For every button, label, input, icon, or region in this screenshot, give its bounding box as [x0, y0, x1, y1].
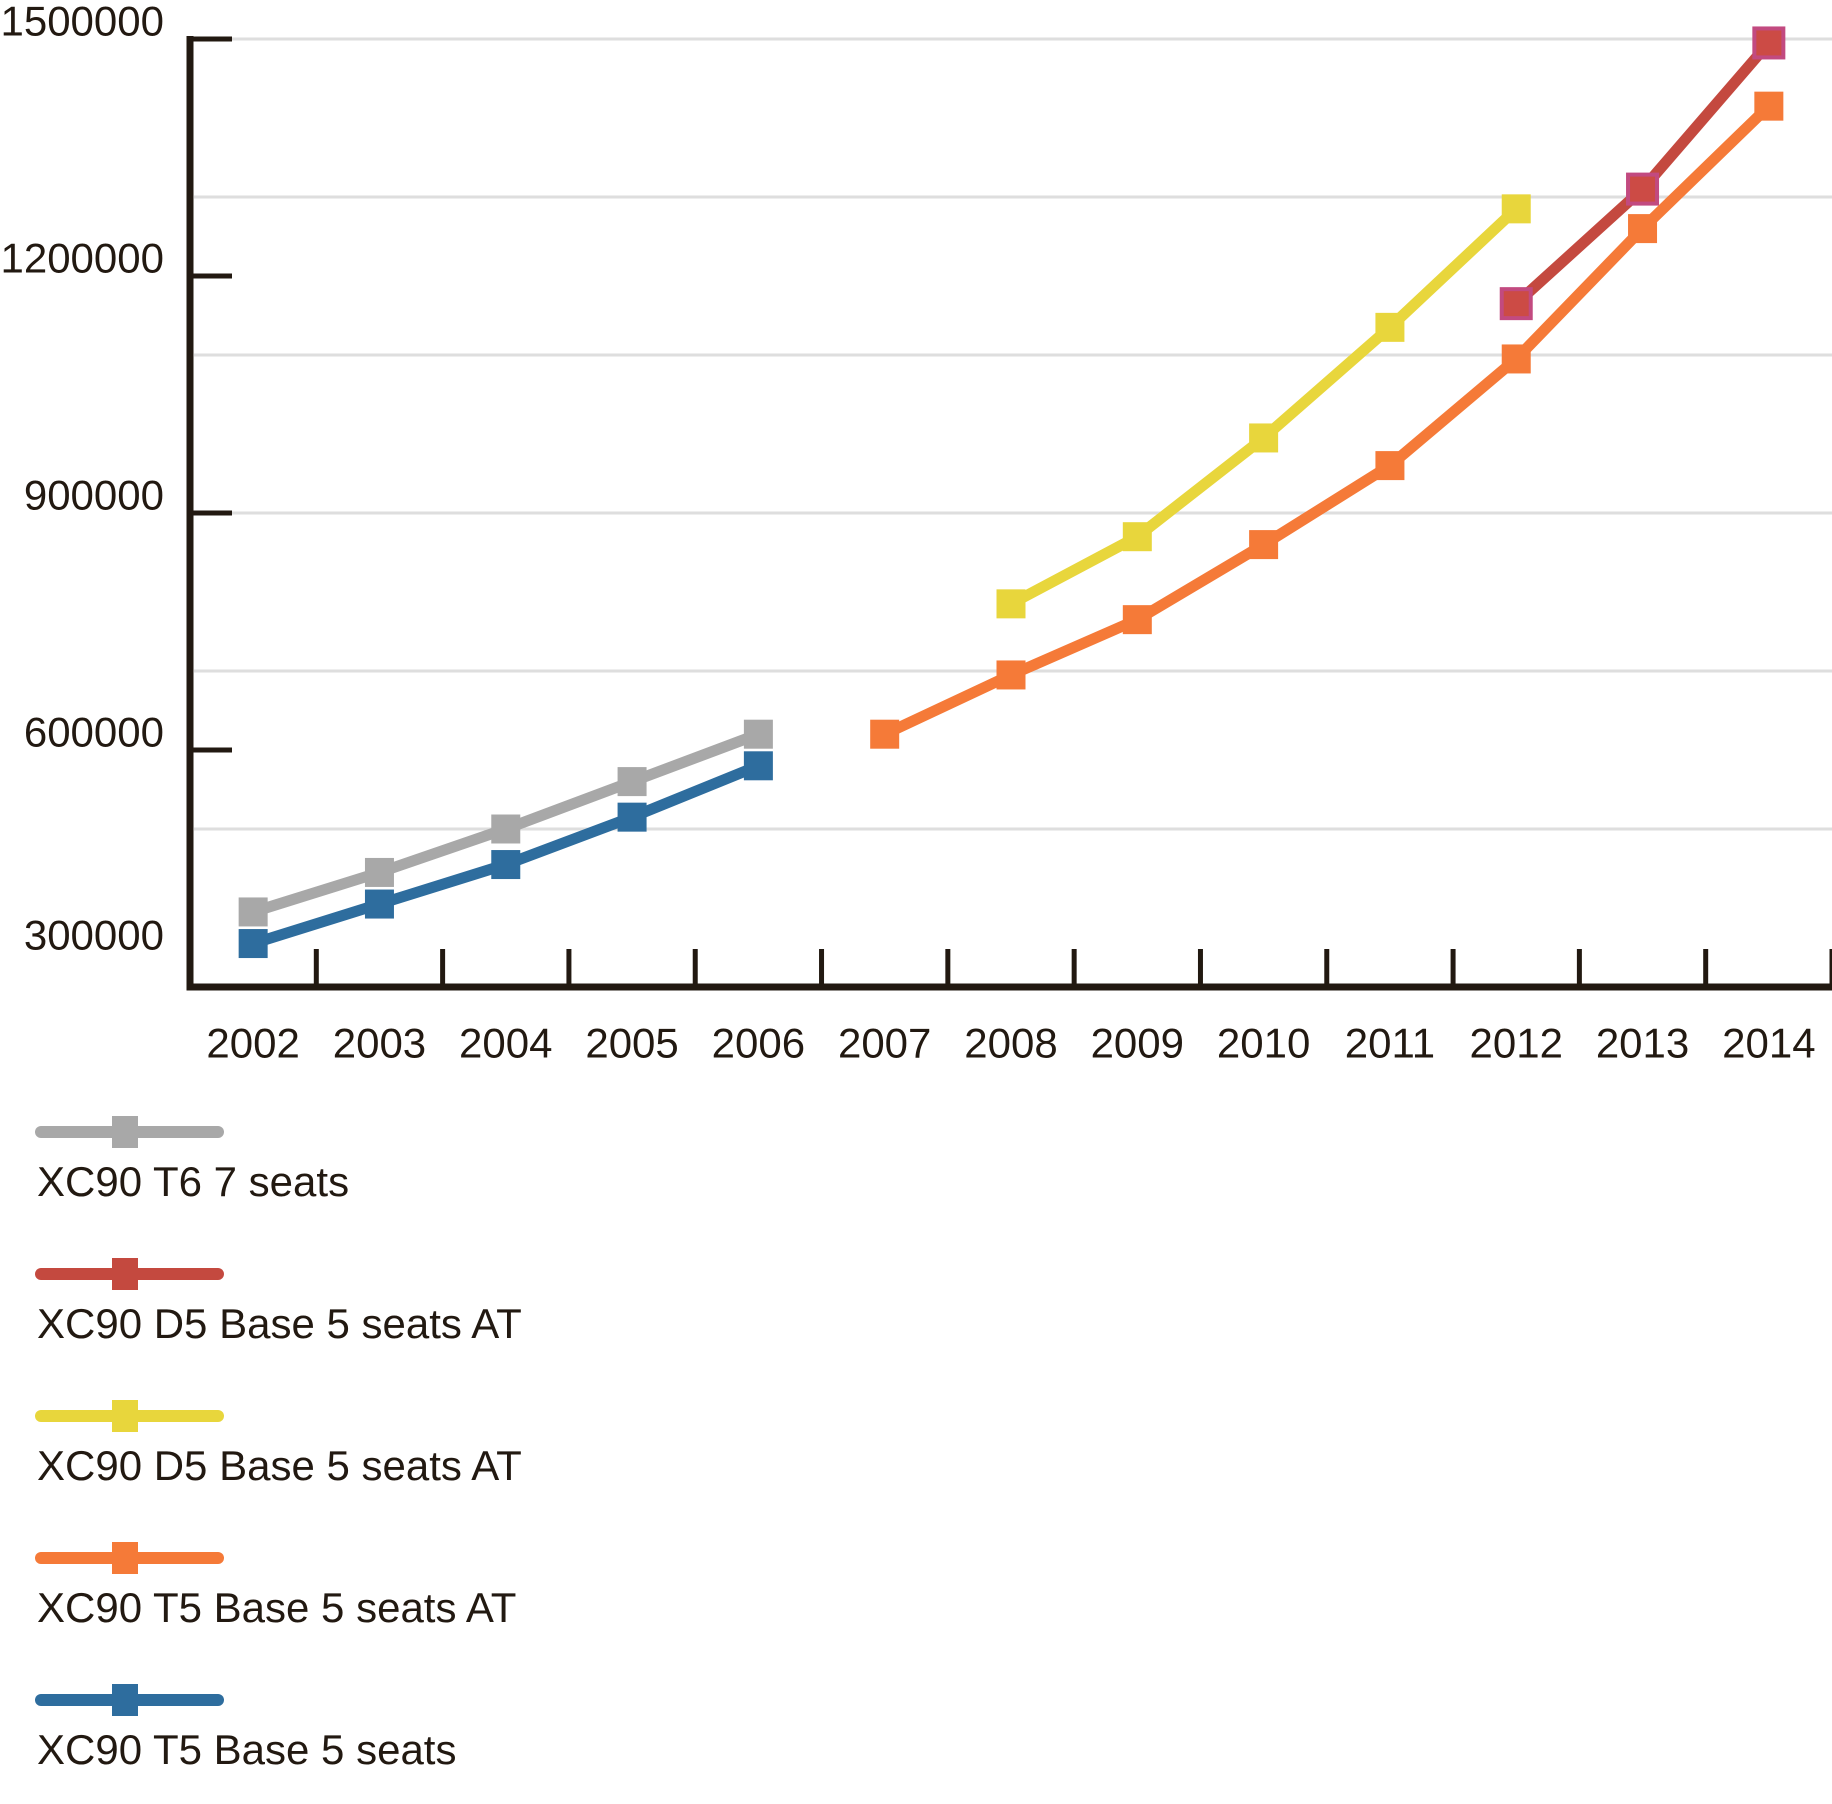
data-point-marker: [1375, 451, 1405, 481]
x-axis-year-label: 2003: [333, 1020, 426, 1067]
legend-marker: [112, 1684, 138, 1716]
data-point-marker: [364, 857, 394, 887]
x-axis-year-label: 2006: [712, 1020, 805, 1067]
legend-label: XC90 D5 Base 5 seats AT: [37, 1300, 522, 1347]
legend-label: XC90 T5 Base 5 seats AT: [37, 1584, 517, 1631]
x-axis-year-label: 2009: [1091, 1020, 1184, 1067]
series-xc90-t5-base-5-seats: [238, 751, 773, 959]
x-axis-year-label: 2005: [585, 1020, 678, 1067]
data-point-marker: [238, 897, 268, 927]
data-point-marker: [1249, 423, 1279, 453]
data-point-marker: [1628, 214, 1658, 244]
legend-marker: [112, 1400, 138, 1432]
data-point-marker: [743, 719, 773, 749]
legend-marker: [112, 1542, 138, 1574]
data-point-marker: [617, 767, 647, 797]
data-point-marker: [743, 751, 773, 781]
series-xc90-d5-base-5-seats-at: [996, 194, 1531, 619]
x-axis-year-label: 2011: [1345, 1020, 1435, 1067]
y-axis-tick-label: 1500000: [0, 0, 164, 45]
data-point-marker: [491, 850, 521, 880]
x-axis-year-label: 2004: [459, 1020, 552, 1067]
line-chart-plot: 1500000 1200000 900000 600000 300000 2002 2003…: [0, 0, 1832, 1067]
legend-item: XC90 T5 Base 5 seats: [33, 1678, 522, 1778]
legend-item: XC90 T6 7 seats: [33, 1110, 522, 1210]
data-point-marker: [1501, 344, 1531, 374]
x-axis-year-label: 2008: [964, 1020, 1057, 1067]
series-xc90-t5-base-5-seats-at: [870, 91, 1784, 749]
data-point-marker: [1375, 312, 1405, 342]
legend-swatch-4: [35, 1542, 224, 1574]
x-axis-labels: 2002 2003 2004 2005 2006 2007 2008 2009 2010 2011…: [206, 1020, 1815, 1067]
legend-swatch-3: [35, 1400, 224, 1432]
y-axis-tick-label: 600000: [24, 709, 164, 756]
y-axis-tick-label: 900000: [24, 472, 164, 519]
legend: XC90 T6 7 seats XC90 D5 Base 5 seats AT XC…: [33, 1110, 522, 1804]
data-point-marker: [1501, 194, 1531, 224]
legend-swatch-5: [35, 1684, 224, 1716]
data-point-marker: [1499, 287, 1533, 321]
gridlines: [194, 37, 1832, 831]
legend-item: XC90 D5 Base 5 seats AT: [33, 1252, 522, 1352]
data-point-marker: [1122, 605, 1152, 635]
x-axis-year-label: 2010: [1217, 1020, 1310, 1067]
series-xc90-t6-7-seats: [238, 719, 773, 927]
legend-swatch-1: [35, 1116, 224, 1148]
legend-label: XC90 D5 Base 5 seats AT: [37, 1442, 522, 1489]
data-point-marker: [1249, 530, 1279, 560]
data-point-marker: [364, 889, 394, 919]
x-axis-year-label: 2002: [206, 1020, 299, 1067]
data-point-marker: [996, 589, 1026, 619]
y-axis-tick-label: 1200000: [0, 235, 164, 282]
data-point-marker: [617, 802, 647, 832]
legend-label: XC90 T5 Base 5 seats: [37, 1726, 457, 1773]
legend-marker: [112, 1116, 138, 1148]
data-point-marker: [491, 814, 521, 844]
axis-ticks: [190, 36, 1832, 987]
x-axis-year-label: 2014: [1722, 1020, 1815, 1067]
legend-label: XC90 T6 7 seats: [37, 1158, 350, 1205]
data-point-marker: [1122, 522, 1152, 552]
data-point-marker: [996, 660, 1026, 690]
legend-item: XC90 D5 Base 5 seats AT: [33, 1394, 522, 1494]
data-point-marker: [1626, 172, 1660, 206]
series-line: [882, 102, 1773, 740]
x-axis-year-label: 2007: [838, 1020, 931, 1067]
y-axis-tick-label: 300000: [24, 912, 164, 959]
series-xc90-d5-base-5-seats-at: [1499, 26, 1786, 321]
y-axis-labels: 1500000 1200000 900000 600000 300000: [0, 0, 164, 959]
data-point-marker: [1752, 26, 1786, 60]
data-point-marker: [238, 929, 268, 959]
legend-swatch-2: [35, 1258, 224, 1290]
legend-marker: [112, 1258, 138, 1290]
data-point-marker: [870, 719, 900, 749]
data-point-marker: [1754, 91, 1784, 121]
x-axis-year-label: 2013: [1596, 1020, 1689, 1067]
x-axis-year-label: 2012: [1470, 1020, 1563, 1067]
legend-item: XC90 T5 Base 5 seats AT: [33, 1536, 522, 1636]
